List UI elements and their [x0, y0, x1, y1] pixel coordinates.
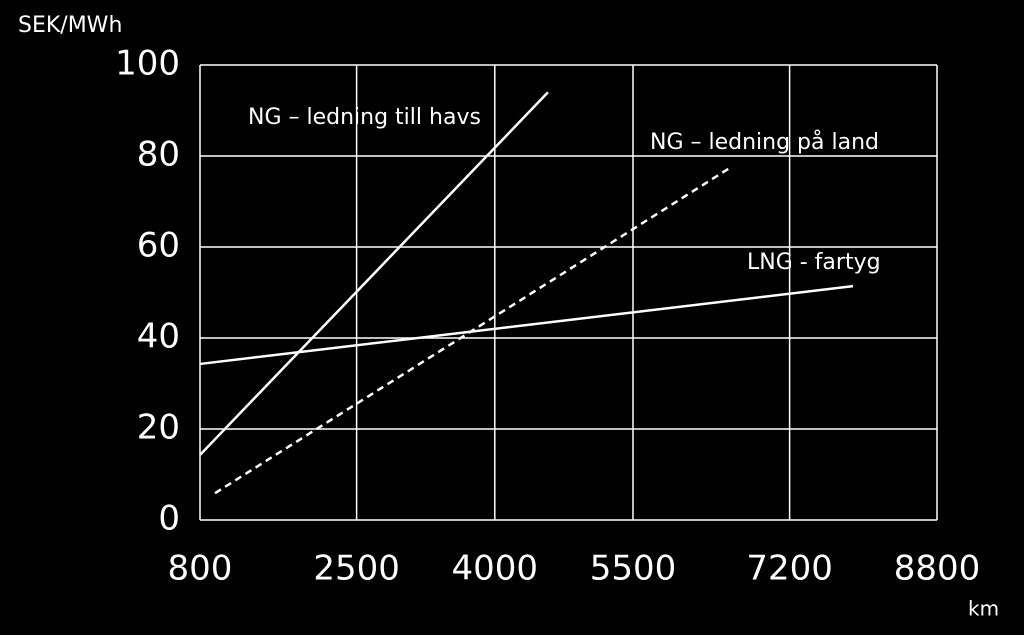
x-tick-label: 2500	[313, 549, 400, 589]
x-axis-label: km	[968, 597, 999, 621]
y-tick-label: 100	[115, 44, 180, 84]
y-tick-label: 20	[137, 408, 180, 448]
series-label: NG – ledning på land	[650, 129, 879, 155]
x-tick-label: 7200	[746, 549, 833, 589]
x-tick-label: 8800	[894, 549, 981, 589]
x-tick-label: 5500	[590, 549, 677, 589]
x-tick-label: 4000	[452, 549, 539, 589]
series-line	[199, 91, 549, 456]
series-line	[199, 284, 854, 366]
series-label: NG – ledning till havs	[248, 105, 481, 130]
x-tick-label: 800	[168, 549, 233, 589]
y-tick-label: 40	[137, 317, 180, 357]
y-tick-label: 0	[158, 499, 180, 539]
y-axis-label: SEK/MWh	[18, 13, 122, 38]
series-label: LNG - fartyg	[747, 250, 881, 275]
y-tick-label: 80	[137, 135, 180, 175]
y-tick-label: 60	[137, 226, 180, 266]
